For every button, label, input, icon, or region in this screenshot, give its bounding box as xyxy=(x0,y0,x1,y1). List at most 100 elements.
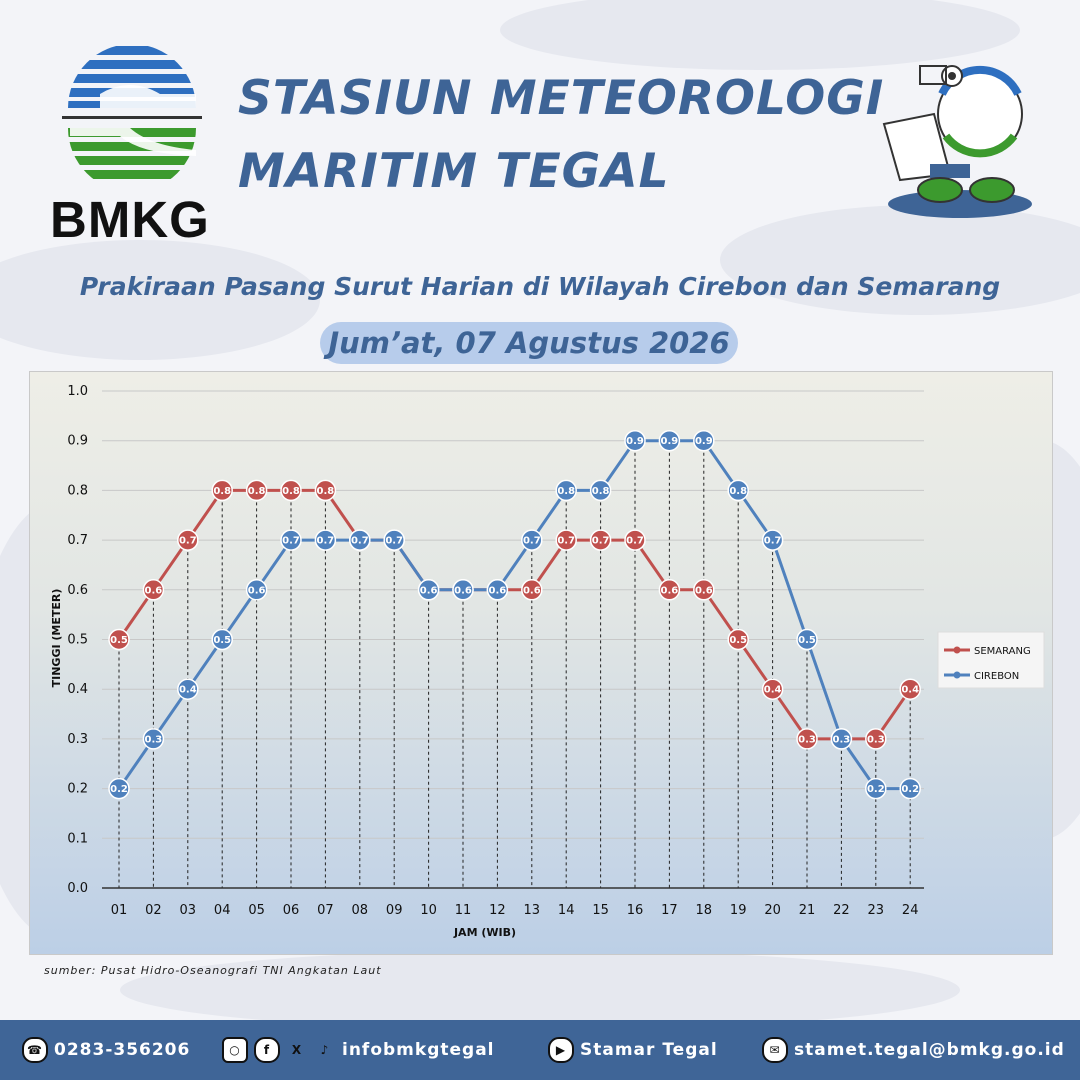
data-label-cirebon: 0.9 xyxy=(661,436,679,447)
x-tick-label: 02 xyxy=(145,903,162,918)
data-point-semarang xyxy=(624,529,646,551)
y-tick-label: 0.0 xyxy=(67,881,88,896)
data-label-cirebon: 0.8 xyxy=(592,486,610,497)
date-badge: Jum’at, 07 Agustus 2026 xyxy=(320,322,738,364)
y-tick-label: 0.9 xyxy=(67,434,88,449)
tiktok-icon: ♪ xyxy=(320,1043,330,1057)
data-label-cirebon: 0.6 xyxy=(420,585,438,596)
x-tick-label: 06 xyxy=(283,903,300,918)
data-points: 0.5 0.6 0.7 0.8 0.8 0.8 0.8 0.7 0.7 0.6 0.6 0.6 0.6 0… xyxy=(108,429,921,800)
data-point-semarang xyxy=(899,678,921,700)
y-tick-label: 0.6 xyxy=(67,583,88,598)
data-point-semarang xyxy=(555,529,577,551)
data-point-semarang xyxy=(142,579,165,601)
data-point-cirebon xyxy=(177,678,199,700)
phone-text: 0283-356206 xyxy=(54,1040,191,1060)
legend-marker-cirebon xyxy=(953,671,961,679)
x-tick-label: 07 xyxy=(317,903,334,918)
data-point-semarang xyxy=(865,728,887,750)
data-point-semarang xyxy=(796,728,818,750)
data-label-semarang: 0.5 xyxy=(110,635,128,646)
data-point-cirebon xyxy=(589,479,612,502)
data-point-cirebon xyxy=(142,728,165,750)
data-label-semarang: 0.6 xyxy=(695,585,713,596)
y-tick-label: 0.7 xyxy=(67,533,88,548)
data-label-semarang: 0.3 xyxy=(867,734,885,745)
data-point-semarang xyxy=(211,479,233,502)
data-point-semarang xyxy=(280,479,302,502)
x-axis-ticks: 01 02 03 04 05 06 07 08 09 10 11 12 13 14 15 16 17 18 19 20… xyxy=(111,903,919,918)
title-line-2: MARITIM TEGAL xyxy=(238,144,670,199)
data-label-cirebon: 0.8 xyxy=(557,486,575,497)
data-label-semarang: 0.8 xyxy=(248,486,266,497)
data-label-cirebon: 0.6 xyxy=(248,585,266,596)
data-point-cirebon xyxy=(452,579,474,601)
data-label-cirebon: 0.7 xyxy=(282,536,300,547)
data-label-semarang: 0.6 xyxy=(145,585,163,596)
data-label-semarang: 0.7 xyxy=(179,536,197,547)
data-point-cirebon xyxy=(865,777,887,800)
station-title: STASIUN METEOROLOGI MARITIM TEGAL xyxy=(238,62,884,208)
data-point-cirebon xyxy=(280,529,302,551)
legend-box xyxy=(937,631,1045,689)
footer-phone[interactable]: ☎ 0283-356206 xyxy=(22,1020,190,1080)
footer-social[interactable]: ○ f X ♪ infobmkgtegal xyxy=(222,1020,495,1080)
data-point-semarang xyxy=(727,628,749,651)
x-icon: X xyxy=(291,1043,303,1057)
data-label-cirebon: 0.6 xyxy=(489,585,507,596)
x-tick-label: 08 xyxy=(352,903,369,918)
data-point-semarang xyxy=(314,479,337,502)
y-tick-label: 0.5 xyxy=(67,633,88,648)
footer-email[interactable]: ✉ stamet.tegal@bmkg.go.id xyxy=(762,1020,1065,1080)
data-point-cirebon xyxy=(245,579,268,601)
drop-lines xyxy=(118,440,911,888)
x-tick-label: 16 xyxy=(627,903,644,918)
data-label-semarang: 0.7 xyxy=(626,536,644,547)
data-label-semarang: 0.8 xyxy=(282,486,300,497)
data-label-cirebon: 0.9 xyxy=(695,436,713,447)
data-label-semarang: 0.4 xyxy=(901,685,919,696)
series-lines xyxy=(117,439,912,791)
data-label-semarang: 0.5 xyxy=(729,635,747,646)
data-point-cirebon xyxy=(349,529,371,551)
data-label-cirebon: 0.7 xyxy=(523,536,541,547)
x-tick-label: 14 xyxy=(558,903,575,918)
data-point-semarang xyxy=(589,529,612,551)
x-tick-label: 09 xyxy=(386,903,403,918)
x-tick-label: 23 xyxy=(868,903,885,918)
data-point-semarang xyxy=(245,479,268,502)
data-point-cirebon xyxy=(693,429,715,452)
x-tick-label: 21 xyxy=(799,903,816,918)
data-label-cirebon: 0.2 xyxy=(110,784,128,795)
data-label-semarang: 0.8 xyxy=(213,486,231,497)
x-tick-label: 10 xyxy=(420,903,437,918)
bmkg-logo xyxy=(62,46,202,179)
data-point-semarang xyxy=(177,529,199,551)
data-label-semarang: 0.7 xyxy=(557,536,575,547)
x-tick-label: 18 xyxy=(696,903,713,918)
legend-label-semarang: SEMARANG xyxy=(974,646,1031,657)
logo-text: BMKG xyxy=(50,191,210,248)
legend-marker-semarang xyxy=(953,646,961,654)
data-point-cirebon xyxy=(108,777,130,800)
chart-area xyxy=(29,371,1053,955)
x-tick-label: 03 xyxy=(180,903,197,918)
data-label-semarang: 0.7 xyxy=(592,536,610,547)
youtube-text: Stamar Tegal xyxy=(580,1040,718,1060)
data-point-semarang xyxy=(693,579,715,601)
data-point-cirebon xyxy=(486,579,509,601)
data-label-semarang: 0.4 xyxy=(764,685,782,696)
legend-label-cirebon: CIREBON xyxy=(974,671,1019,682)
data-label-semarang: 0.6 xyxy=(523,585,541,596)
x-tick-label: 04 xyxy=(214,903,231,918)
x-tick-label: 05 xyxy=(248,903,265,918)
data-label-cirebon: 0.2 xyxy=(901,784,919,795)
instagram-icon: ○ xyxy=(222,1037,248,1063)
tide-line-chart: 0.0 0.1 0.2 0.3 0.4 0.5 0.6 0.7 0.8 0.9 1.0 01 02 03… xyxy=(50,384,1045,939)
data-label-cirebon: 0.3 xyxy=(145,734,163,745)
footer-youtube[interactable]: ▶ Stamar Tegal xyxy=(548,1020,718,1080)
data-label-semarang: 0.8 xyxy=(317,486,335,497)
x-tick-label: 01 xyxy=(111,903,128,918)
x-tick-label: 17 xyxy=(661,903,678,918)
y-tick-label: 0.1 xyxy=(67,831,88,846)
